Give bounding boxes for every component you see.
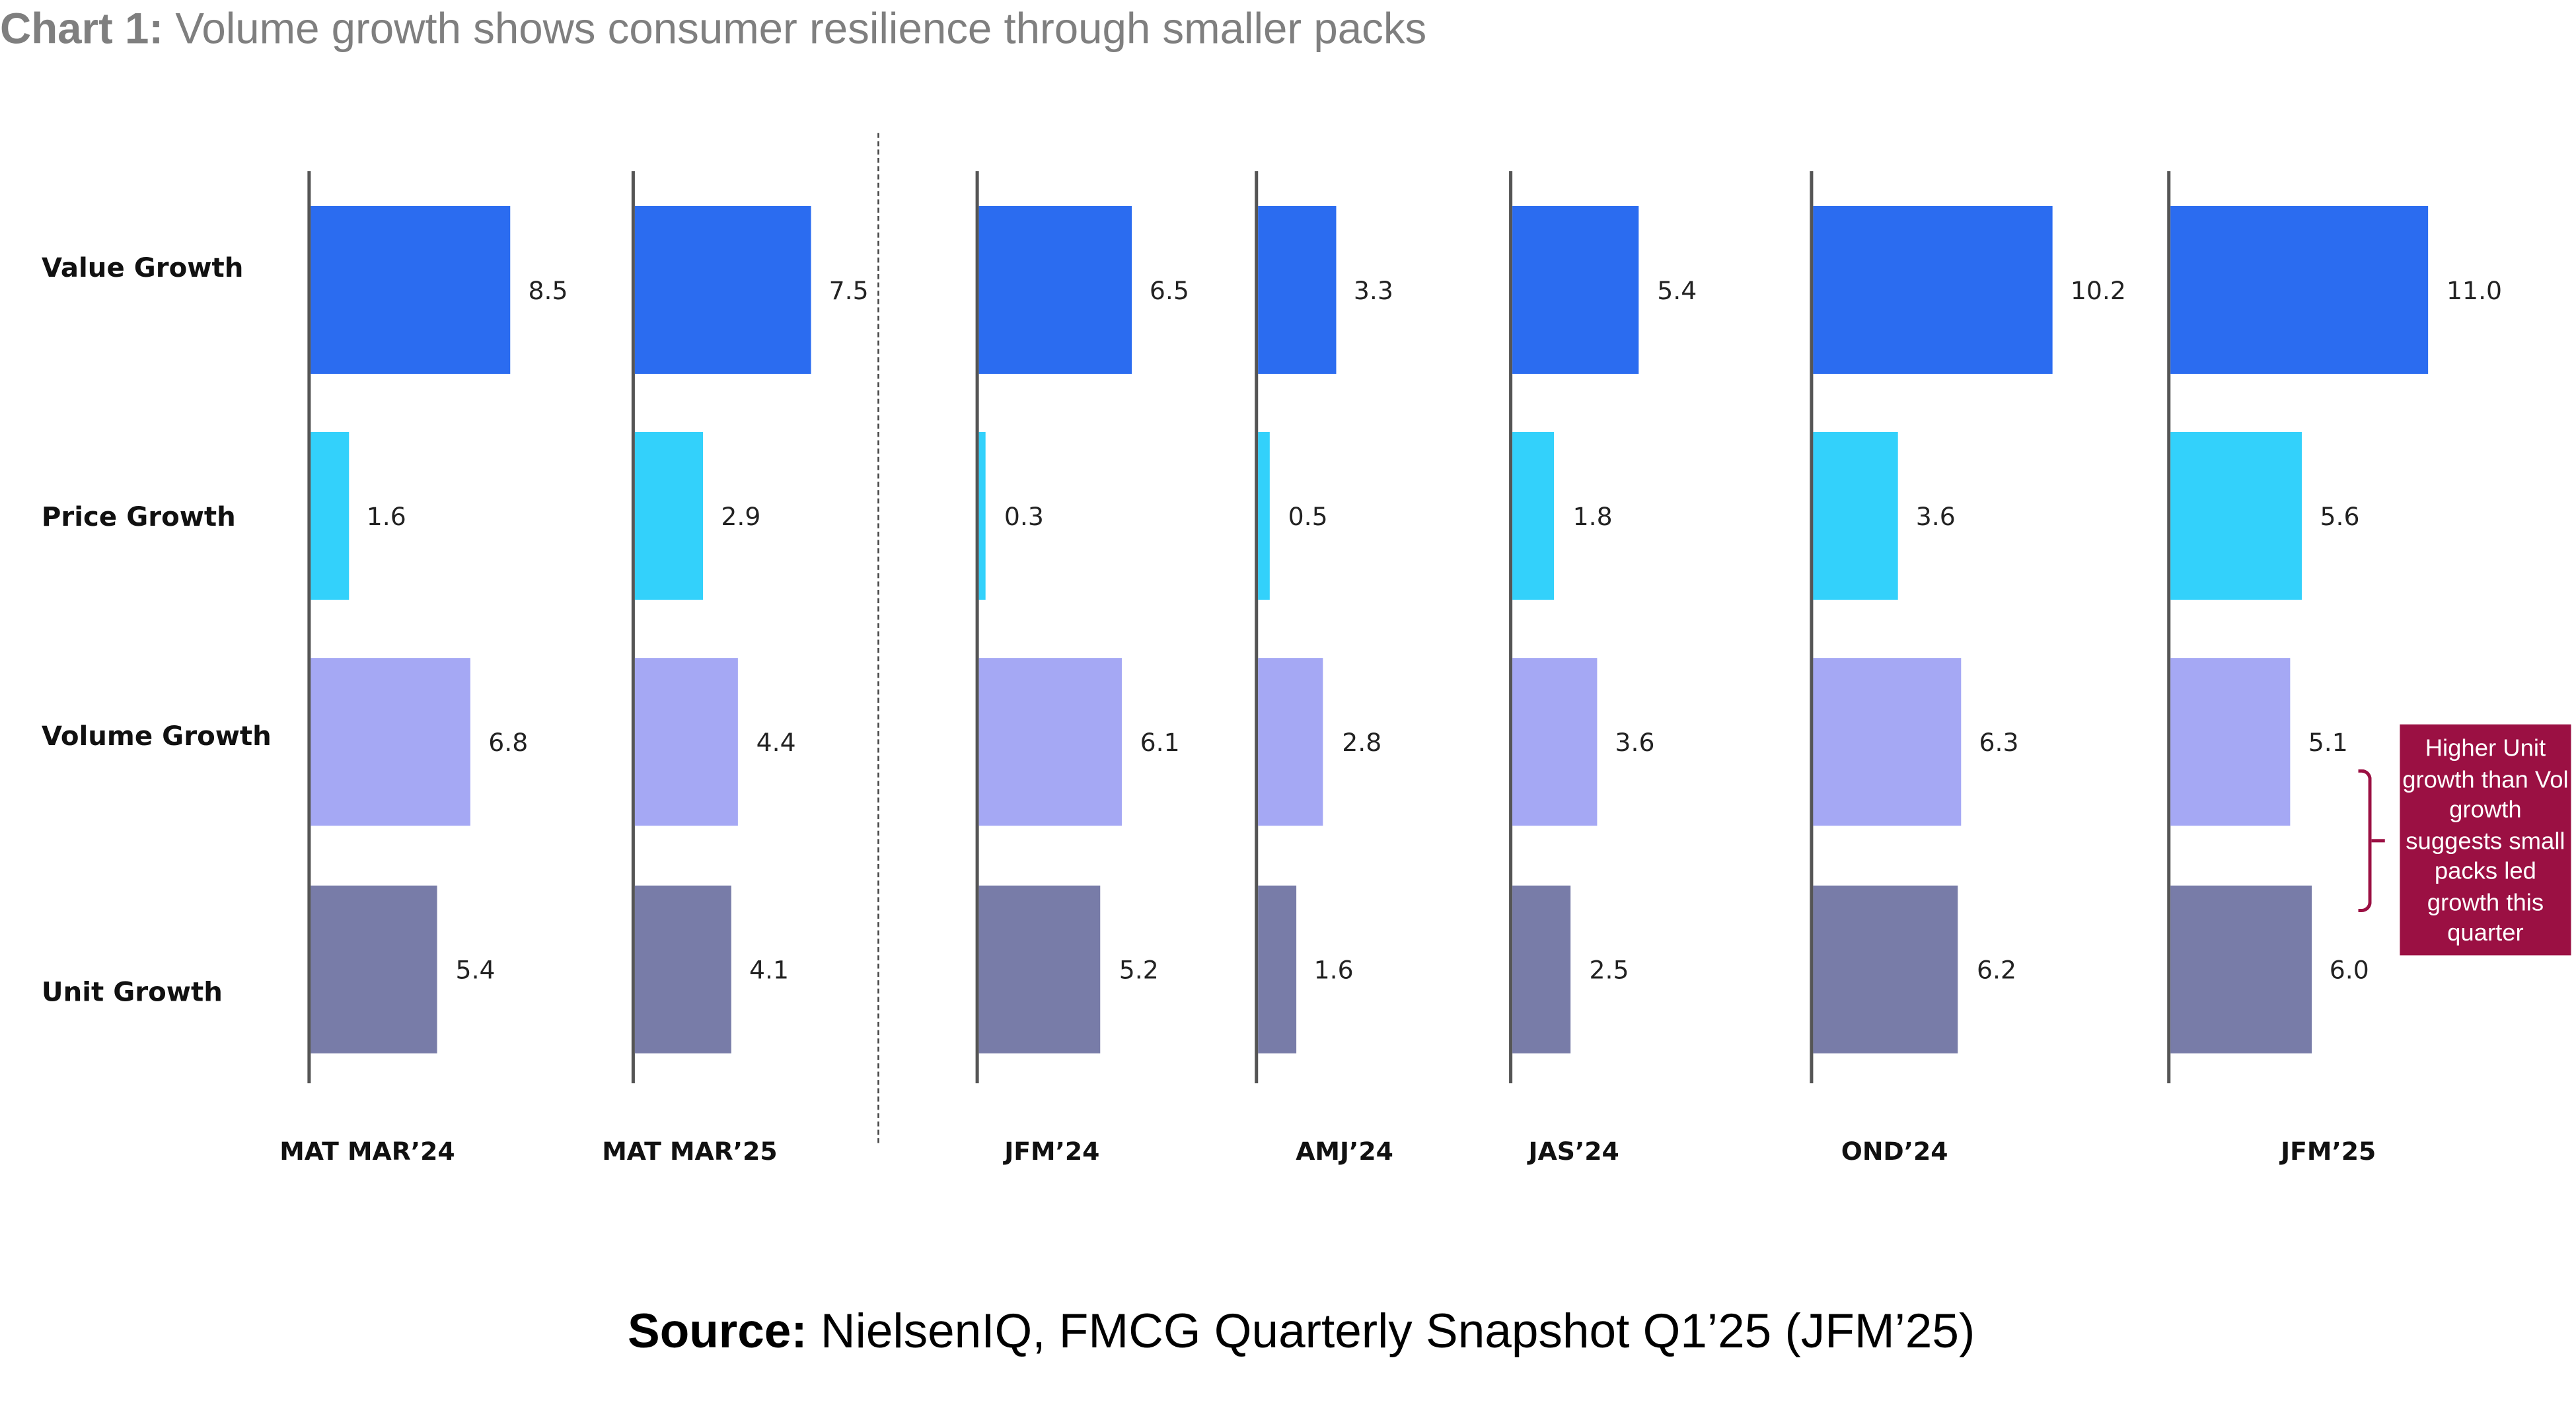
row-label-3: Unit Growth (41, 976, 223, 1008)
bar (1512, 658, 1597, 826)
category-axis-line (2167, 171, 2171, 1084)
category-label: MAT MAR’25 (602, 1136, 778, 1166)
data-label: 8.5 (528, 275, 568, 305)
data-label: 4.1 (749, 954, 789, 985)
annotation-bracket (2358, 769, 2372, 913)
bar (978, 658, 1122, 826)
bar (1258, 432, 1270, 600)
data-label: 5.1 (2308, 727, 2348, 757)
data-label: 3.6 (1615, 727, 1655, 757)
bar (634, 432, 703, 600)
bar (1813, 658, 1961, 826)
bar (2170, 658, 2291, 826)
data-label: 5.4 (1657, 275, 1697, 305)
data-label: 6.1 (1140, 727, 1180, 757)
data-label: 4.4 (756, 727, 796, 757)
data-label: 6.0 (2329, 954, 2369, 985)
bar (634, 205, 811, 374)
data-label: 6.5 (1149, 275, 1189, 305)
data-label: 5.6 (2320, 501, 2360, 531)
bar (1512, 885, 1571, 1053)
bar (1813, 205, 2053, 374)
data-label: 2.8 (1342, 727, 1382, 757)
data-label: 2.5 (1589, 954, 1629, 985)
category-axis-line (307, 171, 311, 1084)
bar (1512, 205, 1639, 374)
data-label: 5.2 (1119, 954, 1159, 985)
bar (2170, 432, 2302, 600)
bar (1512, 432, 1555, 600)
bar (1258, 885, 1296, 1053)
bar (2170, 885, 2312, 1053)
category-label: JFM’24 (1004, 1136, 1100, 1166)
data-label: 0.3 (1004, 501, 1044, 531)
chart-title: Chart 1: Volume growth shows consumer re… (0, 3, 1427, 53)
data-label: 5.4 (455, 954, 496, 985)
bar (978, 205, 1132, 374)
data-label: 10.2 (2070, 275, 2126, 305)
data-label: 0.5 (1288, 501, 1328, 531)
row-label-1: Price Growth (41, 501, 236, 533)
data-label: 1.6 (1313, 954, 1354, 985)
bar (1813, 432, 1898, 600)
data-label: 6.3 (1979, 727, 2019, 757)
category-axis-line (975, 171, 979, 1084)
source-note: Source: NielsenIQ, FMCG Quarterly Snapsh… (628, 1306, 1975, 1359)
period-separator (877, 133, 879, 1143)
bar (1813, 885, 1959, 1053)
category-label: OND’24 (1841, 1136, 1948, 1166)
bar (634, 658, 738, 826)
data-label: 6.2 (1976, 954, 2016, 985)
category-label: AMJ’24 (1296, 1136, 1393, 1166)
data-label: 7.5 (828, 275, 869, 305)
category-axis-line (1255, 171, 1259, 1084)
annotation-box: Higher Unit growth than Vol growth sugge… (2400, 724, 2571, 956)
bar (978, 432, 986, 600)
data-label: 1.6 (366, 501, 406, 531)
category-label: MAT MAR’24 (279, 1136, 455, 1166)
data-label: 3.6 (1915, 501, 1956, 531)
data-label: 3.3 (1353, 275, 1393, 305)
row-label-0: Value Growth (41, 252, 244, 283)
bar (634, 885, 731, 1053)
bar (311, 885, 437, 1053)
bar (2170, 205, 2429, 374)
row-label-2: Volume Growth (41, 720, 272, 752)
data-label: 2.9 (721, 501, 761, 531)
category-axis-line (1509, 171, 1513, 1084)
data-label: 6.8 (488, 727, 529, 757)
bar (978, 885, 1101, 1053)
annotation-bracket-tick (2371, 839, 2385, 843)
bar (311, 658, 470, 826)
category-axis-line (1810, 171, 1814, 1084)
data-label: 1.8 (1572, 501, 1613, 531)
category-label: JFM’25 (2281, 1136, 2376, 1166)
category-axis-line (631, 171, 635, 1084)
data-label: 11.0 (2447, 275, 2503, 305)
bar (311, 432, 349, 600)
category-label: JAS’24 (1528, 1136, 1619, 1166)
bar (1258, 205, 1336, 374)
bar (1258, 658, 1324, 826)
bar (311, 205, 510, 374)
